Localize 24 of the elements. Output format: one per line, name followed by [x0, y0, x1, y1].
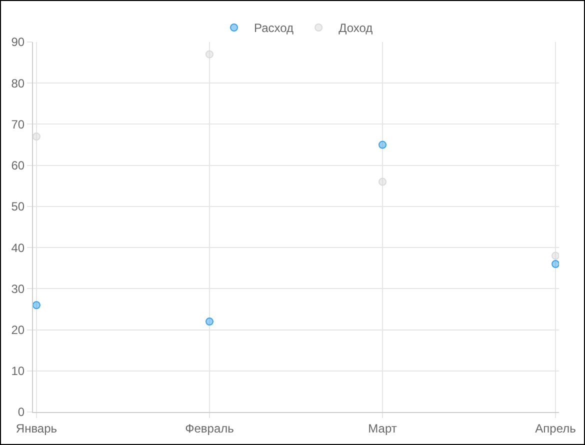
y-tick-label: 10: [11, 364, 25, 378]
y-tick-label: 0: [18, 405, 25, 420]
y-tick-label: 60: [11, 158, 25, 173]
legend-label: Расход: [254, 21, 294, 36]
x-tick-label: Апрель: [535, 421, 576, 436]
x-tick-label: Март: [368, 421, 398, 436]
point: [552, 252, 559, 260]
y-tick-label: 50: [11, 200, 25, 214]
point: [205, 318, 214, 326]
y-tick-label: 20: [11, 322, 25, 337]
y-tick-label: 30: [11, 282, 25, 296]
point: [205, 50, 214, 58]
point: [33, 301, 40, 310]
point: [552, 260, 559, 268]
point: [378, 140, 387, 149]
x-tick-label: Февраль: [185, 421, 234, 436]
y-tick-label: 90: [11, 35, 25, 50]
x-tick-label: Январь: [16, 421, 58, 436]
y-tick-label: 80: [11, 76, 25, 90]
y-tick-label: 40: [11, 240, 25, 255]
point: [33, 132, 40, 141]
legend-label: Доход: [338, 21, 373, 36]
y-tick-label: 70: [11, 117, 25, 132]
point: [378, 178, 387, 186]
